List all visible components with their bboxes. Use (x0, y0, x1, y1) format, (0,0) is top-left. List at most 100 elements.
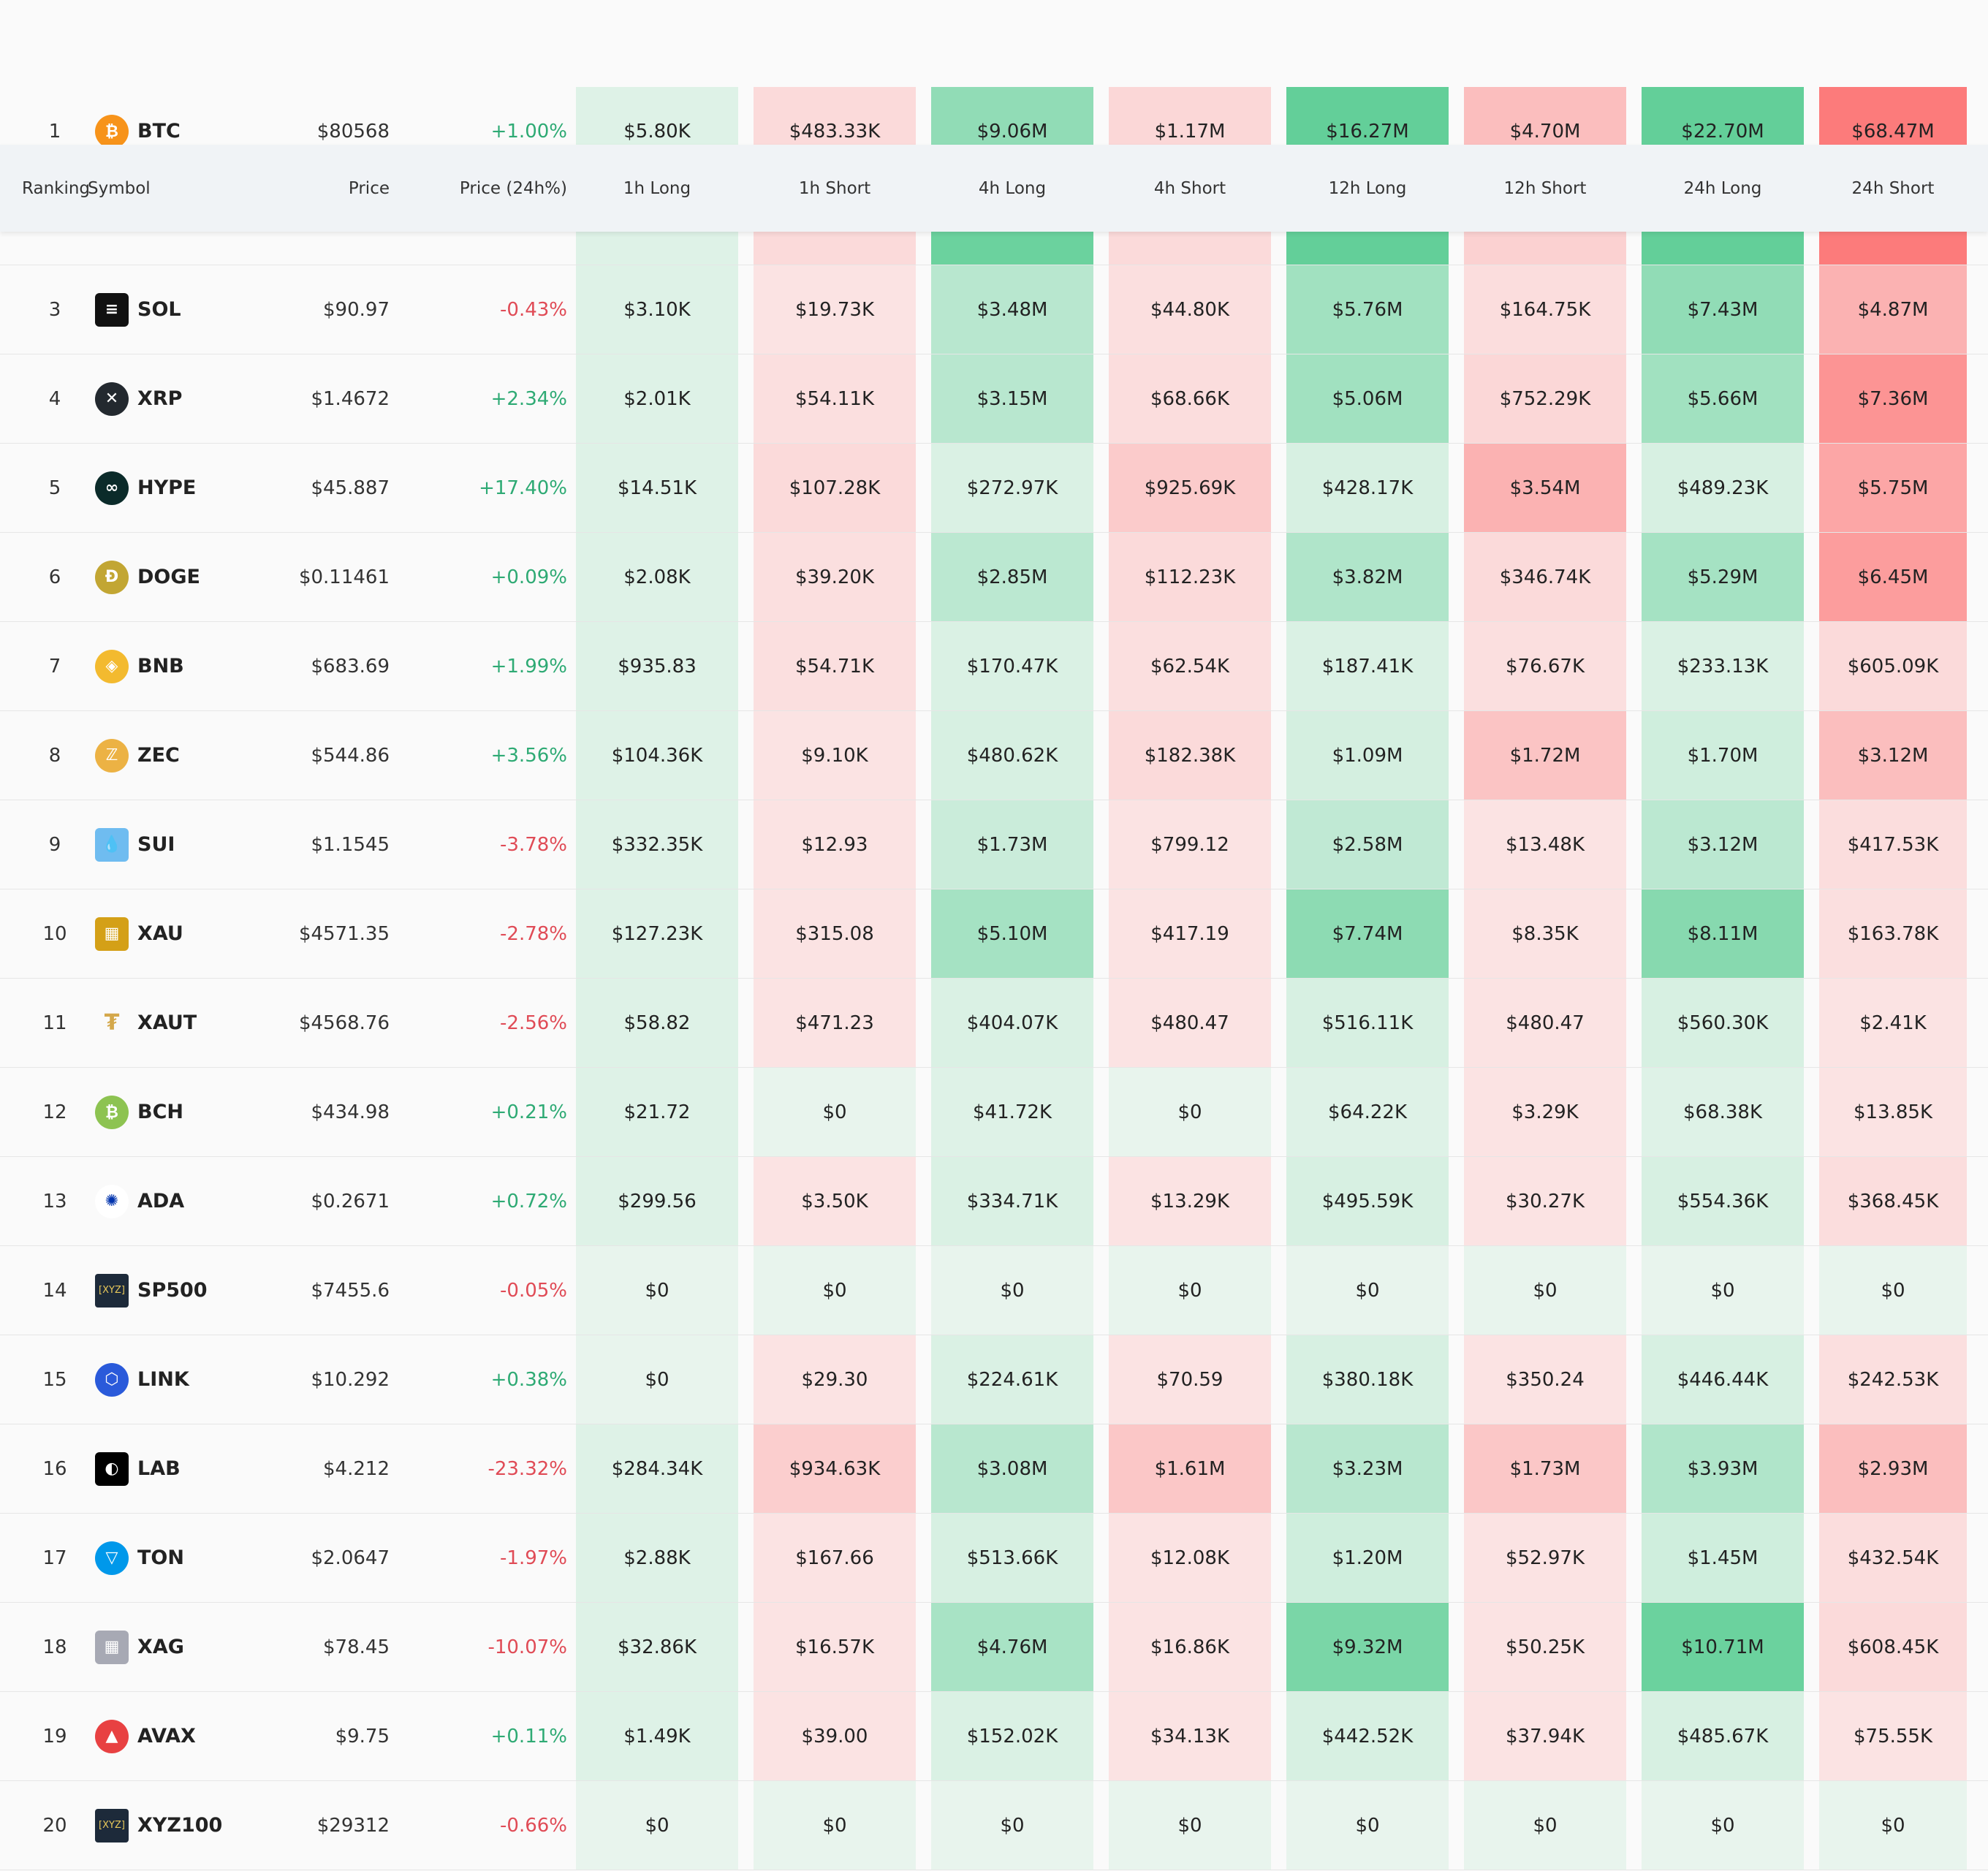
column-header-1h-short[interactable]: 1h Short (798, 178, 871, 198)
table-row[interactable]: 14 [XYZ] SP500 $7455.6 -0.05% $0 $0 $0 $0 $0 $0 $0 $… (0, 1246, 1988, 1335)
table-row[interactable]: 12 ₿ BCH $434.98 +0.21% $21.72 $0 $41.72K $0 $64.… (0, 1068, 1988, 1157)
column-header-1h-long[interactable]: 1h Long (623, 178, 691, 198)
cell-24h-long: $10.71M (1642, 1603, 1804, 1691)
table-row[interactable]: 11 ₮ XAUT $4568.76 -2.56% $58.82 $471.23 $404.0… (0, 979, 1988, 1068)
cell-4h-long: $152.02K (931, 1692, 1093, 1780)
table-row[interactable]: 17 ▽ TON $2.0647 -1.97% $2.88K $167.66 $513.66K… (0, 1514, 1988, 1603)
symbol-cell[interactable]: ≡ SOL (95, 265, 278, 354)
cell-24h-short: $163.78K (1819, 889, 1967, 978)
column-header-price-change[interactable]: Price (24h%) (459, 178, 567, 198)
symbol-cell[interactable]: ◐ LAB (95, 1424, 278, 1513)
price-cell: $4568.76 (298, 1012, 390, 1034)
symbol-label: ADA (137, 1190, 185, 1212)
symbol-cell[interactable]: ◈ BNB (95, 622, 278, 710)
cell-4h-short: $68.66K (1109, 354, 1271, 443)
cell-12h-long: $1.09M (1286, 711, 1449, 800)
symbol-cell[interactable]: ⬡ LINK (95, 1335, 278, 1424)
table-row[interactable]: 7 ◈ BNB $683.69 +1.99% $935.83 $54.71K $170.47K… (0, 622, 1988, 711)
cell-1h-long: $299.56 (576, 1157, 738, 1245)
table-row[interactable]: 15 ⬡ LINK $10.292 +0.38% $0 $29.30 $224.61K $70.… (0, 1335, 1988, 1424)
column-header-24h-long[interactable]: 24h Long (1683, 178, 1762, 198)
symbol-cell[interactable]: ✕ XRP (95, 354, 278, 443)
symbol-cell[interactable]: ℤ ZEC (95, 711, 278, 800)
table-row[interactable]: 6 Ð DOGE $0.11461 +0.09% $2.08K $39.20K $2.85M $… (0, 533, 1988, 622)
price-cell: $90.97 (323, 298, 390, 321)
cell-4h-long: $170.47K (931, 622, 1093, 710)
column-header-symbol[interactable]: Symbol (88, 178, 151, 198)
avalanche-icon: ▲ (95, 1719, 129, 1753)
symbol-cell[interactable]: 💧 SUI (95, 800, 278, 889)
symbol-cell[interactable]: [XYZ] SP500 (95, 1246, 278, 1335)
symbol-cell[interactable]: ▦ XAU (95, 889, 278, 978)
cell-24h-short: $7.36M (1819, 354, 1967, 443)
column-header-24h-short[interactable]: 24h Short (1851, 178, 1935, 198)
cell-24h-long: $5.29M (1642, 533, 1804, 621)
table-row[interactable]: 16 ◐ LAB $4.212 -23.32% $284.34K $934.63K $3.08… (0, 1424, 1988, 1514)
table-row[interactable]: 9 💧 SUI $1.1545 -3.78% $332.35K $12.93 $1.73M $7… (0, 800, 1988, 889)
table-row[interactable]: 19 ▲ AVAX $9.75 +0.11% $1.49K $39.00 $152.02K $3… (0, 1692, 1988, 1781)
table-row[interactable]: 8 ℤ ZEC $544.86 +3.56% $104.36K $9.10K $480.62K… (0, 711, 1988, 800)
column-header-4h-short[interactable]: 4h Short (1153, 178, 1226, 198)
cell-12h-short: $37.94K (1464, 1692, 1626, 1780)
price-change-cell: +17.40% (479, 477, 567, 499)
rank-cell: 9 (48, 833, 61, 856)
table-row[interactable]: 10 ▦ XAU $4571.35 -2.78% $127.23K $315.08 $5.10… (0, 889, 1988, 979)
cell-4h-short: $62.54K (1109, 622, 1271, 710)
symbol-cell[interactable]: ✺ ADA (95, 1157, 278, 1245)
xyz-icon: [XYZ] (95, 1808, 129, 1842)
table-row[interactable]: 13 ✺ ADA $0.2671 +0.72% $299.56 $3.50K $334.71K… (0, 1157, 1988, 1246)
hyperliquid-icon: ∞ (95, 471, 129, 505)
price-cell: $10.292 (311, 1368, 390, 1391)
cell-12h-short: $50.25K (1464, 1603, 1626, 1691)
cell-4h-short: $70.59 (1109, 1335, 1271, 1424)
symbol-cell[interactable]: Ð DOGE (95, 533, 278, 621)
cell-4h-long: $0 (931, 1781, 1093, 1870)
cell-4h-long: $480.62K (931, 711, 1093, 800)
cell-24h-short: $13.85K (1819, 1068, 1967, 1156)
table-row[interactable]: 20 [XYZ] XYZ100 $29312 -0.66% $0 $0 $0 $0 $0 $0 $0 $… (0, 1781, 1988, 1870)
symbol-cell[interactable]: ∞ HYPE (95, 444, 278, 532)
symbol-cell[interactable]: ₮ XAUT (95, 979, 278, 1067)
cell-4h-short: $34.13K (1109, 1692, 1271, 1780)
table-row[interactable]: 18 ▦ XAG $78.45 -10.07% $32.86K $16.57K $4.76M $… (0, 1603, 1988, 1692)
symbol-label: SP500 (137, 1279, 208, 1302)
column-header-12h-long[interactable]: 12h Long (1328, 178, 1407, 198)
cell-1h-short: $39.20K (754, 533, 916, 621)
cell-1h-short: $315.08 (754, 889, 916, 978)
table-row[interactable]: 5 ∞ HYPE $45.887 +17.40% $14.51K $107.28K $272.… (0, 444, 1988, 533)
cell-24h-long: $8.11M (1642, 889, 1804, 978)
cell-12h-short: $30.27K (1464, 1157, 1626, 1245)
table-row[interactable]: 4 ✕ XRP $1.4672 +2.34% $2.01K $54.11K $3.15M $68… (0, 354, 1988, 444)
cell-4h-long: $272.97K (931, 444, 1093, 532)
symbol-cell[interactable]: ▽ TON (95, 1514, 278, 1602)
symbol-cell[interactable]: ▲ AVAX (95, 1692, 278, 1780)
column-header-4h-long[interactable]: 4h Long (978, 178, 1047, 198)
table-row[interactable]: 3 ≡ SOL $90.97 -0.43% $3.10K $19.73K $3.48M $44.… (0, 265, 1988, 354)
price-cell: $0.11461 (298, 566, 390, 588)
price-change-cell: -0.43% (500, 298, 567, 321)
symbol-cell[interactable]: ₿ BTC (95, 87, 278, 175)
symbol-label: BTC (137, 120, 181, 143)
symbol-cell[interactable]: ₿ BCH (95, 1068, 278, 1156)
symbol-cell[interactable]: ▦ XAG (95, 1603, 278, 1691)
symbol-label: XAG (137, 1636, 184, 1658)
column-header-ranking[interactable]: Ranking (22, 178, 91, 198)
column-header-price[interactable]: Price (348, 178, 390, 198)
cell-1h-long: $2.08K (576, 533, 738, 621)
cell-12h-short: $164.75K (1464, 265, 1626, 354)
cell-1h-long: $58.82 (576, 979, 738, 1067)
rank-cell: 11 (42, 1012, 67, 1034)
cell-24h-short: $608.45K (1819, 1603, 1967, 1691)
cell-24h-long: $0 (1642, 1781, 1804, 1870)
price-cell: $2.0647 (311, 1546, 390, 1569)
price-cell: $4.212 (323, 1457, 390, 1480)
symbol-cell[interactable]: [XYZ] XYZ100 (95, 1781, 278, 1870)
cell-4h-long: $224.61K (931, 1335, 1093, 1424)
cell-24h-short: $2.41K (1819, 979, 1967, 1067)
cell-1h-short: $3.50K (754, 1157, 916, 1245)
cell-12h-long: $64.22K (1286, 1068, 1449, 1156)
price-cell: $0.2671 (311, 1190, 390, 1212)
cell-24h-short: $432.54K (1819, 1514, 1967, 1602)
price-cell: $4571.35 (298, 922, 390, 945)
column-header-12h-short[interactable]: 12h Short (1503, 178, 1587, 198)
